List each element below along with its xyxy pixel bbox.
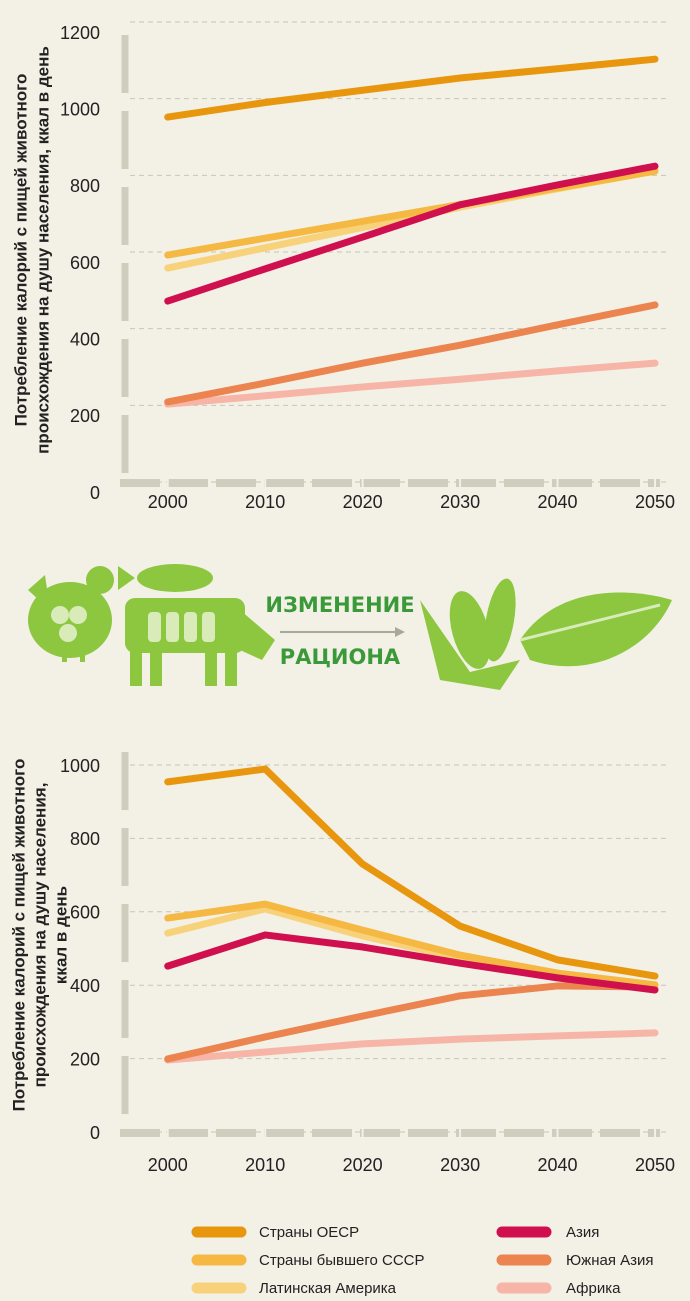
- x-tick-label: 2050: [635, 492, 675, 512]
- y-tick-label: 1000: [60, 756, 100, 776]
- y-tick-label: 0: [90, 1123, 100, 1143]
- y-tick-label: 1200: [60, 23, 100, 43]
- x-tick-label: 2010: [245, 492, 285, 512]
- y-tick-label: 0: [90, 483, 100, 503]
- x-tick-label: 2030: [440, 492, 480, 512]
- y-axis-title: Потребление калорий с пищей животного: [11, 74, 30, 427]
- x-tick-label: 2000: [148, 1155, 188, 1175]
- slogan-line: ИЗМЕНЕНИЕ: [265, 593, 414, 617]
- legend-label: Страны ОЕСР: [259, 1224, 359, 1241]
- cow-icon: [125, 598, 275, 686]
- series-line: [164, 900, 659, 989]
- y-tick-label: 600: [70, 903, 100, 923]
- y-axis-title: происхождения на душу населения, ккал в …: [33, 46, 52, 454]
- legend-label: Страны бывшего СССР: [259, 1252, 425, 1269]
- legend-label: Южная Азия: [566, 1252, 654, 1269]
- y-axis-title: Потребление калорий с пищей животного: [9, 759, 28, 1112]
- series-line: [164, 982, 659, 1063]
- y-tick-label: 800: [70, 829, 100, 849]
- series-line: [164, 162, 659, 305]
- y-tick-label: 200: [70, 406, 100, 426]
- series-line: [164, 359, 659, 408]
- legend-label: Азия: [566, 1224, 599, 1241]
- x-tick-label: 2020: [343, 492, 383, 512]
- y-tick-label: 600: [70, 253, 100, 273]
- y-tick-label: 400: [70, 329, 100, 349]
- illustration: [28, 564, 672, 690]
- arrow-head: [395, 627, 405, 637]
- y-tick-label: 400: [70, 976, 100, 996]
- y-tick-label: 800: [70, 176, 100, 196]
- y-axis-title: ккал в день: [51, 886, 70, 984]
- x-tick-label: 2050: [635, 1155, 675, 1175]
- legend-label: Африка: [566, 1280, 621, 1297]
- x-tick-label: 2040: [538, 1155, 578, 1175]
- x-tick-label: 2040: [538, 492, 578, 512]
- series-line: [164, 55, 659, 121]
- slogan-line: РАЦИОНА: [280, 645, 401, 669]
- fish-icon: [118, 564, 213, 592]
- corn-icon: [420, 578, 520, 690]
- x-tick-label: 2000: [148, 492, 188, 512]
- y-tick-label: 1000: [60, 99, 100, 119]
- series-line: [164, 1029, 659, 1064]
- leaf-icon: [519, 592, 672, 667]
- legend-label: Латинская Америка: [259, 1280, 397, 1297]
- series-line: [164, 931, 659, 994]
- x-tick-label: 2020: [343, 1155, 383, 1175]
- y-tick-label: 200: [70, 1049, 100, 1069]
- y-axis-title: происхождения на душу населения,: [30, 783, 49, 1088]
- x-tick-label: 2010: [245, 1155, 285, 1175]
- x-tick-label: 2030: [440, 1155, 480, 1175]
- series-line: [164, 765, 659, 980]
- chicken-icon: [28, 566, 114, 662]
- series-line: [164, 301, 659, 406]
